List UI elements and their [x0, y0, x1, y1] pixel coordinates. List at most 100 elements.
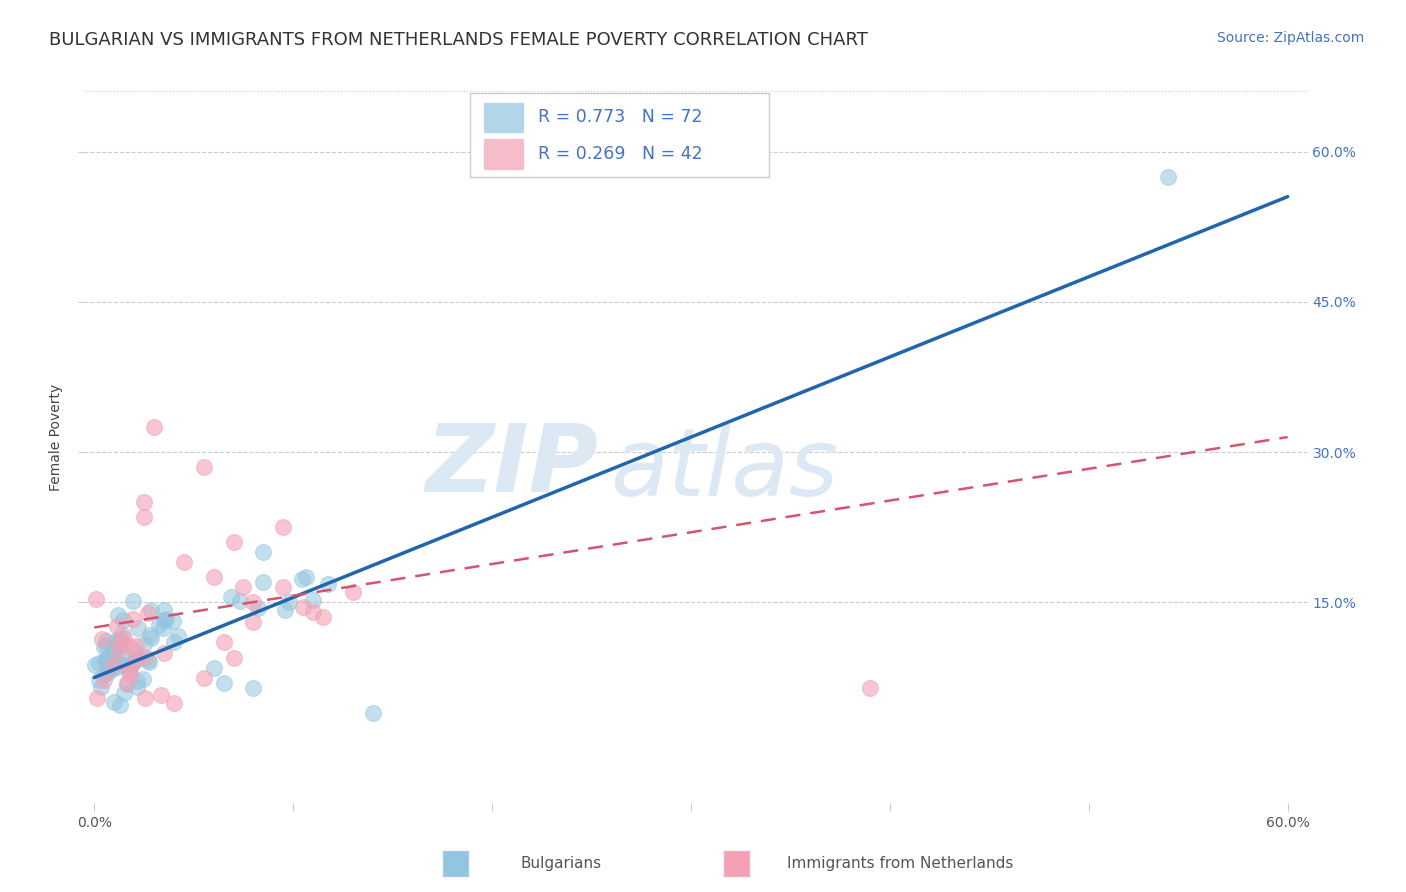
- Text: R = 0.773   N = 72: R = 0.773 N = 72: [538, 109, 703, 127]
- Point: [105, 633, 128, 648]
- Point: [138, 656, 160, 670]
- Point: [110, 634, 132, 648]
- Point: [219, 590, 242, 604]
- Point: [96, 634, 118, 648]
- Point: [120, 667, 142, 681]
- Point: [342, 585, 364, 599]
- Point: [89, 673, 111, 687]
- Point: [143, 420, 166, 434]
- Point: [242, 681, 264, 695]
- Point: [120, 659, 142, 673]
- Point: [247, 600, 270, 615]
- Point: [141, 603, 163, 617]
- Point: [115, 676, 138, 690]
- Point: [136, 606, 159, 620]
- Point: [125, 673, 148, 688]
- Point: [86, 690, 108, 705]
- Point: [252, 575, 274, 590]
- Text: BULGARIAN VS IMMIGRANTS FROM NETHERLANDS FEMALE POVERTY CORRELATION CHART: BULGARIAN VS IMMIGRANTS FROM NETHERLANDS…: [49, 31, 868, 49]
- Point: [138, 628, 160, 642]
- Point: [96, 638, 118, 652]
- Text: R = 0.269   N = 42: R = 0.269 N = 42: [538, 145, 703, 163]
- Text: ZIP: ZIP: [425, 420, 598, 512]
- Point: [274, 603, 297, 617]
- Point: [148, 618, 170, 632]
- Point: [252, 545, 274, 559]
- Point: [232, 580, 254, 594]
- Point: [114, 631, 136, 645]
- Point: [271, 520, 294, 534]
- Text: Bulgarians: Bulgarians: [520, 856, 602, 871]
- Point: [93, 673, 115, 687]
- Point: [141, 632, 163, 646]
- Point: [212, 635, 235, 649]
- Point: [222, 535, 245, 549]
- Point: [134, 649, 156, 664]
- Point: [94, 667, 117, 681]
- Point: [107, 660, 129, 674]
- Point: [361, 706, 384, 720]
- Point: [107, 642, 129, 657]
- Point: [163, 696, 186, 710]
- Point: [295, 570, 318, 584]
- Point: [122, 612, 145, 626]
- Point: [104, 648, 127, 662]
- Y-axis label: Female Poverty: Female Poverty: [49, 384, 63, 491]
- Point: [291, 572, 314, 586]
- Text: atlas: atlas: [610, 425, 838, 516]
- Point: [108, 698, 131, 713]
- Point: [97, 665, 120, 680]
- Point: [110, 626, 132, 640]
- Point: [105, 619, 128, 633]
- Point: [193, 671, 215, 685]
- Point: [103, 658, 125, 673]
- Point: [98, 659, 121, 673]
- Point: [112, 658, 135, 673]
- Point: [153, 602, 176, 616]
- Bar: [484, 103, 523, 132]
- Point: [84, 658, 107, 673]
- Point: [127, 681, 149, 695]
- Point: [120, 658, 142, 673]
- Point: [91, 632, 114, 646]
- Point: [277, 595, 299, 609]
- Point: [212, 675, 235, 690]
- Point: [90, 680, 112, 694]
- Point: [138, 653, 160, 667]
- Point: [84, 592, 107, 607]
- Point: [115, 677, 138, 691]
- Point: [134, 637, 156, 651]
- Point: [118, 639, 141, 653]
- Point: [859, 681, 882, 695]
- Point: [101, 644, 124, 658]
- Point: [108, 632, 131, 646]
- Point: [162, 615, 184, 629]
- Point: [127, 650, 149, 665]
- Point: [134, 691, 156, 706]
- FancyBboxPatch shape: [470, 94, 769, 178]
- Point: [108, 633, 131, 648]
- Point: [122, 644, 145, 658]
- Point: [125, 640, 148, 654]
- Point: [316, 577, 339, 591]
- Point: [152, 621, 174, 635]
- Point: [292, 600, 315, 615]
- Point: [103, 695, 125, 709]
- Point: [93, 640, 115, 654]
- Point: [149, 688, 172, 702]
- Point: [125, 653, 148, 667]
- Point: [107, 607, 129, 622]
- Text: Immigrants from Netherlands: Immigrants from Netherlands: [787, 856, 1014, 871]
- Point: [242, 615, 264, 630]
- Point: [193, 460, 215, 475]
- Point: [103, 656, 125, 670]
- Point: [94, 654, 117, 668]
- Point: [302, 593, 325, 607]
- Point: [229, 593, 252, 607]
- Point: [312, 610, 335, 624]
- Point: [163, 635, 186, 649]
- Point: [114, 648, 136, 662]
- Point: [124, 653, 146, 667]
- Point: [153, 646, 176, 660]
- Point: [103, 642, 125, 657]
